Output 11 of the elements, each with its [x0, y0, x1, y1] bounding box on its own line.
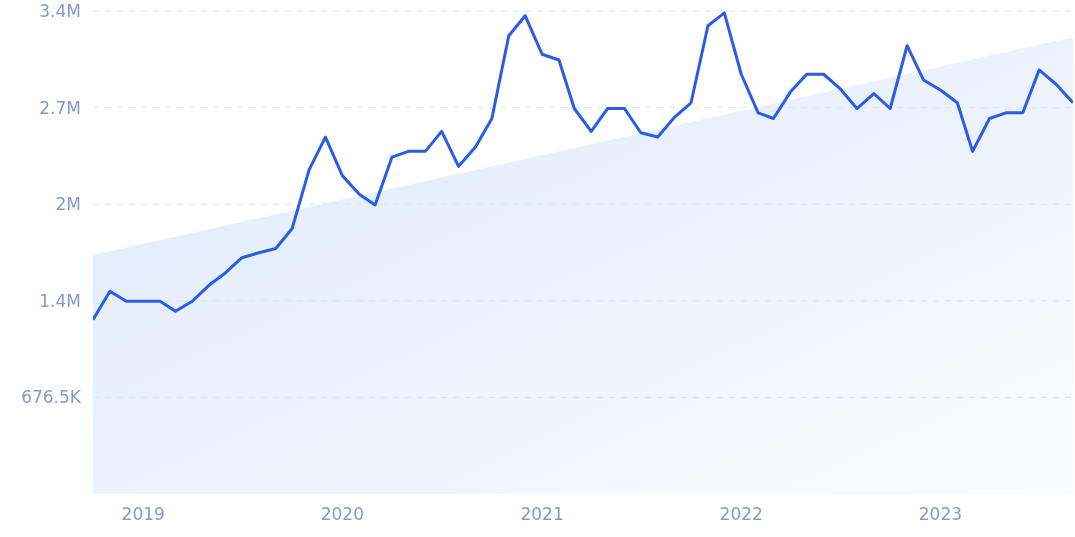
- x-tick-label: 2022: [719, 504, 763, 525]
- y-tick-label: 3.4M: [39, 1, 81, 22]
- y-tick-label: 2.7M: [39, 97, 81, 118]
- y-tick-label: 2M: [55, 194, 81, 215]
- x-tick-label: 2019: [121, 504, 165, 525]
- y-tick-label: 676.5K: [21, 387, 82, 408]
- line-series: [93, 11, 1073, 322]
- x-tick-label: 2021: [520, 504, 564, 525]
- x-tick-label: 2023: [918, 504, 963, 525]
- x-tick-label: 2020: [320, 504, 364, 525]
- y-tick-label: 1.4M: [39, 290, 81, 311]
